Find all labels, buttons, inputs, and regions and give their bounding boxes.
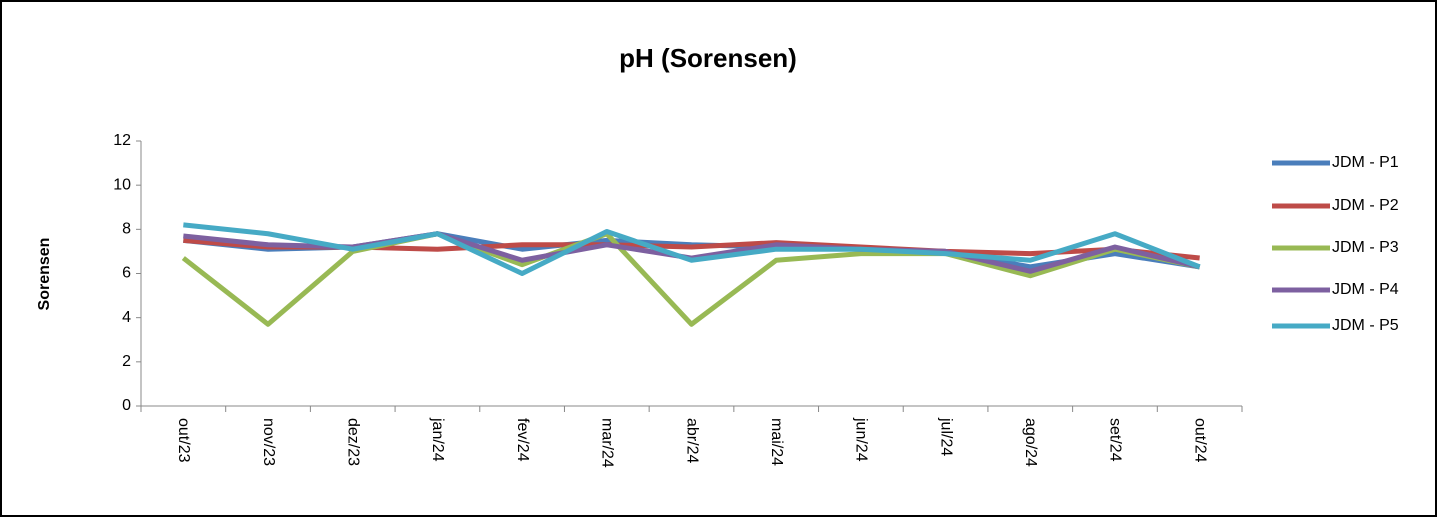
x-tick-label: out/23 [175, 418, 192, 463]
x-tick-label: mar/24 [599, 418, 616, 468]
x-tick-label: dez/23 [344, 418, 361, 466]
x-tick-label: jun/24 [853, 417, 870, 462]
legend-label: JDM - P1 [1332, 154, 1399, 171]
x-tick-label: out/24 [1191, 418, 1208, 463]
y-tick-label: 10 [113, 176, 131, 193]
legend-label: JDM - P4 [1332, 281, 1399, 298]
y-tick-label: 2 [122, 353, 131, 370]
x-tick-label: fev/24 [514, 418, 531, 462]
series-line [183, 222, 1201, 276]
y-tick-label: 4 [122, 309, 131, 326]
chart-title: pH (Sorensen) [619, 43, 797, 73]
legend-label: JDM - P5 [1332, 317, 1399, 334]
x-tick-label: nov/23 [260, 418, 277, 466]
x-tick-label: mai/24 [768, 418, 785, 466]
x-tick-label: abr/24 [683, 418, 700, 463]
x-tick-label: set/24 [1107, 418, 1124, 462]
y-tick-label: 6 [122, 265, 131, 282]
x-tick-label: jul/24 [937, 417, 954, 456]
legend-label: JDM - P2 [1332, 197, 1399, 214]
y-axis-title: Sorensen [36, 238, 53, 311]
y-tick-label: 0 [122, 397, 131, 414]
legend-label: JDM - P3 [1332, 239, 1399, 256]
y-tick-label: 8 [122, 221, 131, 238]
y-tick-label: 12 [113, 132, 131, 149]
x-tick-label: ago/24 [1022, 418, 1039, 467]
x-tick-label: jan/24 [429, 417, 446, 462]
